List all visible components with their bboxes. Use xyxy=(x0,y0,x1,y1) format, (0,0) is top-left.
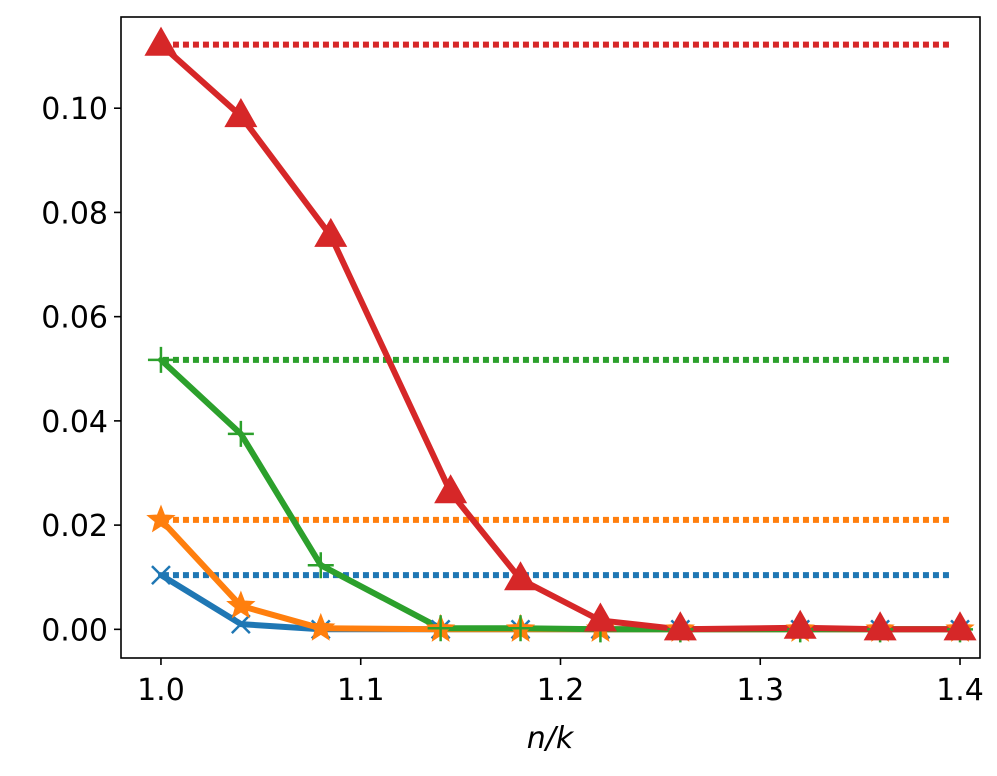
data-point-4-5 xyxy=(504,561,538,591)
data-point-4-9 xyxy=(863,611,897,641)
data-point-4-8 xyxy=(783,609,817,639)
data-point-4-3 xyxy=(314,217,348,247)
series-lines xyxy=(158,41,963,633)
series-line-4 xyxy=(158,41,963,633)
x-axis-label: n/k xyxy=(527,721,575,756)
data-point-1-2 xyxy=(230,614,251,635)
y-axis: 0.00 0.02 0.04 0.06 0.08 0.10 xyxy=(41,92,121,648)
data-point-3-3 xyxy=(307,552,334,579)
y-tick-label: 0.06 xyxy=(41,301,108,336)
data-point-2-3 xyxy=(306,612,336,641)
x-tick-label: 1.2 xyxy=(537,673,585,708)
data-point-3-4 xyxy=(427,615,454,642)
data-point-4-7 xyxy=(663,611,697,641)
data-point-3-2 xyxy=(227,420,254,447)
plot-background xyxy=(121,17,980,658)
data-point-4-1 xyxy=(144,26,178,56)
series-markers xyxy=(144,26,977,643)
data-point-3-1 xyxy=(147,346,174,373)
x-axis: 1.0 1.1 1.2 1.3 1.4 xyxy=(137,658,984,708)
data-point-4-6 xyxy=(583,602,617,632)
x-tick-label: 1.4 xyxy=(936,673,984,708)
x-tick-label: 1.1 xyxy=(337,673,385,708)
data-point-4-10 xyxy=(943,611,977,641)
data-point-3-5 xyxy=(507,615,534,642)
data-point-4-2 xyxy=(224,97,258,128)
plot-frame xyxy=(120,16,981,659)
y-tick-label: 0.02 xyxy=(41,509,108,544)
x-tick-label: 1.3 xyxy=(736,673,784,708)
data-point-2-1 xyxy=(146,504,176,533)
y-tick-label: 0.10 xyxy=(41,92,108,127)
data-point-1-1 xyxy=(151,565,171,586)
y-tick-label: 0.00 xyxy=(41,613,108,648)
x-tick-label: 1.0 xyxy=(137,673,185,708)
y-tick-label: 0.04 xyxy=(41,405,108,440)
data-point-2-2 xyxy=(226,590,256,619)
data-point-4-4 xyxy=(434,474,468,504)
y-tick-label: 0.08 xyxy=(41,196,108,231)
